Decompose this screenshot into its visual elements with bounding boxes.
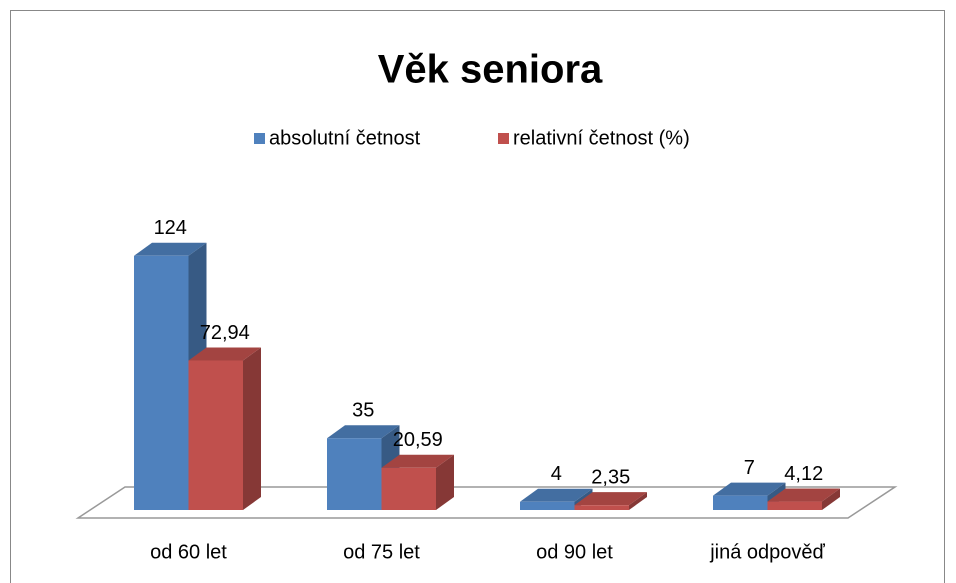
data-label: 72,94: [200, 322, 250, 344]
x-tick-label: jiná odpověď: [709, 541, 825, 563]
legend-swatch: [254, 133, 265, 144]
bar-top: [574, 492, 647, 506]
x-tick-label: od 90 let: [536, 541, 613, 563]
data-label: 4: [551, 463, 562, 485]
bar-top: [713, 482, 786, 496]
chart-title: Věk seniora: [378, 48, 603, 92]
bar: [713, 495, 768, 510]
bar-side: [629, 492, 647, 510]
bar-top: [381, 454, 454, 468]
bar-side: [436, 454, 454, 510]
data-label: 2,35: [591, 466, 630, 488]
x-tick-label: od 75 let: [343, 541, 420, 563]
legend-label: relativní četnost (%): [513, 127, 690, 149]
bar: [327, 438, 382, 510]
data-label: 124: [154, 217, 187, 239]
bar-top: [767, 488, 840, 502]
bar: [520, 501, 575, 510]
legend-swatch: [498, 133, 509, 144]
data-label: 35: [352, 400, 374, 422]
bar-top: [188, 347, 261, 361]
bar-side: [243, 347, 261, 510]
bar-top: [327, 425, 400, 439]
data-label: 7: [744, 457, 755, 479]
data-label: 4,12: [784, 463, 823, 485]
legend-label: absolutní četnost: [269, 127, 421, 149]
bar-top: [520, 488, 593, 502]
bar: [574, 505, 629, 510]
bar: [381, 467, 436, 510]
bar: [134, 255, 189, 510]
x-tick-label: od 60 let: [150, 541, 227, 563]
floor: [75, 486, 898, 519]
bar-side: [822, 488, 840, 510]
bar-top: [134, 242, 207, 256]
bar: [188, 360, 243, 510]
bar: [767, 501, 822, 510]
data-label: 20,59: [393, 429, 443, 451]
